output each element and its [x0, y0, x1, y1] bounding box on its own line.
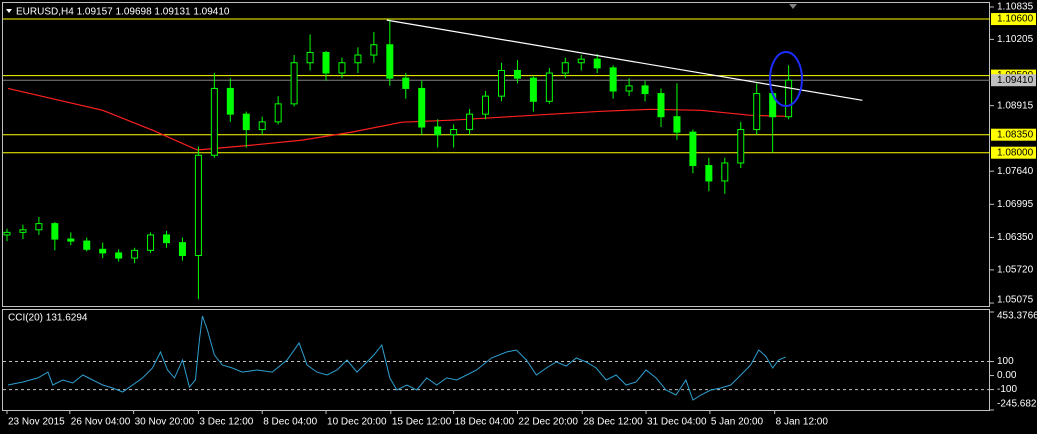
candle-body [577, 58, 585, 64]
candle-body [753, 93, 761, 131]
y-tick-label: 0.00 [997, 370, 1017, 381]
candle-body [737, 129, 745, 164]
x-tick-label: 15 Dec 12:00 [392, 417, 452, 428]
y-tick-label: 1.06350 [997, 232, 1034, 243]
y-tick-label: 1.10835 [997, 2, 1034, 13]
level-label: 1.08000 [997, 147, 1034, 158]
candle-body [466, 113, 474, 131]
candle-body [35, 223, 43, 231]
candle-body [657, 93, 665, 118]
candle-body [785, 79, 793, 118]
highlight-ellipse [769, 51, 803, 107]
level-label: 1.08350 [997, 129, 1034, 140]
candle-body [625, 85, 633, 92]
candle-body [83, 240, 91, 250]
candle-body [131, 249, 139, 259]
candle-body [705, 165, 713, 182]
candle-body [641, 85, 649, 95]
indicator-title: CCI(20) 131.6294 [8, 313, 88, 324]
candle-body [386, 44, 394, 79]
candle-body [67, 238, 75, 242]
y-tick-label: 1.10205 [997, 34, 1034, 45]
candle-body [274, 103, 282, 123]
candle-body [163, 234, 171, 244]
candle-body [513, 69, 521, 79]
candle-body [242, 113, 250, 131]
trend-line [386, 19, 863, 101]
candle-body [609, 67, 617, 92]
candle-body [721, 162, 729, 182]
shift-marker [789, 4, 797, 9]
candle-body [593, 58, 601, 69]
candle-body [434, 126, 442, 136]
x-tick-label: 18 Dec 04:00 [455, 417, 515, 428]
x-tick-label: 31 Dec 04:00 [647, 417, 707, 428]
candle-body [147, 234, 155, 251]
candle-body [226, 87, 234, 115]
candle-body [306, 51, 314, 64]
candle-body [482, 95, 490, 115]
x-tick-label: 3 Dec 12:00 [199, 417, 253, 428]
chart-title: EURUSD,H4 1.09157 1.09698 1.09131 1.0941… [16, 7, 230, 18]
y-tick-label: -100 [997, 384, 1017, 395]
level-label-box [991, 13, 1036, 26]
candle-body [402, 77, 410, 89]
candle-body [689, 131, 697, 167]
candle-body [322, 51, 330, 74]
x-tick-label: 8 Jan 12:00 [776, 417, 829, 428]
last-price-box [991, 74, 1036, 87]
moving-average [7, 87, 786, 151]
candle-body [673, 116, 681, 133]
candle-body [51, 223, 59, 240]
candle-body [529, 77, 537, 102]
cci-frame [2, 309, 990, 411]
candle-body [370, 44, 378, 56]
candle-body [115, 252, 123, 259]
x-tick-label: 26 Nov 04:00 [71, 417, 131, 428]
main-frame [2, 2, 990, 307]
level-label-box [991, 146, 1036, 159]
level-label-box [991, 128, 1036, 141]
x-tick-label: 5 Jan 20:00 [711, 417, 764, 428]
x-tick-label: 10 Dec 20:00 [327, 417, 387, 428]
candle-body [450, 129, 458, 136]
candle-body [210, 87, 218, 156]
level-label: 1.10600 [997, 14, 1034, 25]
candle-body [418, 87, 426, 128]
candle-body [178, 242, 186, 256]
y-tick-label: 1.06995 [997, 199, 1034, 210]
y-tick-label: 1.07640 [997, 166, 1034, 177]
x-tick-label: 8 Dec 04:00 [263, 417, 317, 428]
x-tick-label: 28 Dec 12:00 [583, 417, 643, 428]
candle-body [3, 231, 11, 236]
menu-arrow[interactable] [6, 9, 12, 13]
x-tick-label: 23 Nov 2015 [8, 417, 65, 428]
y-tick-label: 453.3766 [997, 311, 1037, 322]
x-tick-label: 22 Dec 20:00 [518, 417, 578, 428]
candle-body [545, 72, 553, 102]
candle-body [354, 54, 362, 64]
candle-body [497, 69, 505, 97]
y-tick-label: -245.6828 [997, 399, 1037, 410]
y-tick-label: 1.08915 [997, 100, 1034, 111]
candle-body [338, 62, 346, 74]
candle-body [258, 121, 266, 131]
last-price-label: 1.09410 [997, 75, 1034, 86]
y-tick-label: 1.05075 [997, 295, 1034, 306]
candle-body [561, 62, 569, 74]
x-tick-label: 30 Nov 20:00 [135, 417, 195, 428]
candle-body [194, 154, 202, 256]
candle-body [99, 248, 107, 254]
y-tick-label: 100 [997, 356, 1014, 367]
candle-body [19, 229, 27, 233]
y-tick-label: 1.05720 [997, 265, 1034, 276]
candle-body [290, 62, 298, 105]
cci-line [7, 315, 786, 401]
